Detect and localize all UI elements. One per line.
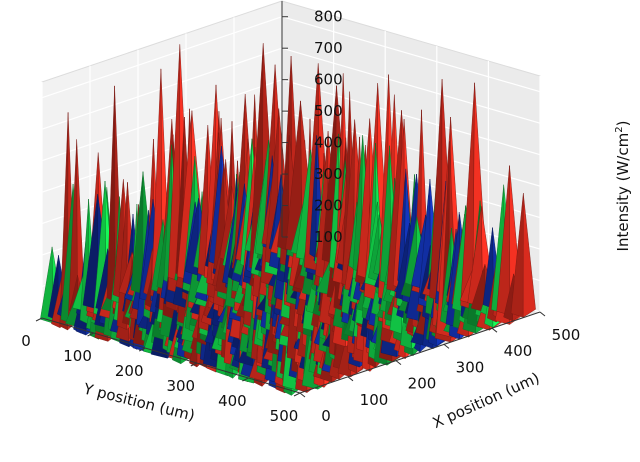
y-tick-400: [242, 377, 249, 382]
z-tick-label-600: 600: [314, 71, 343, 89]
y-tick-label-0: 0: [21, 332, 31, 350]
x-tick-100: [347, 376, 354, 382]
x-tick-label-0: 0: [321, 407, 331, 425]
z-tick-label-200: 200: [314, 197, 343, 215]
z-grid-right-400: [281, 142, 541, 219]
y-tick-0: [35, 317, 43, 322]
z-grid-right-700: [281, 47, 541, 124]
z-grid-left-700: [41, 47, 283, 130]
z-tick-label-300: 300: [314, 165, 343, 183]
y-tick-300: [190, 362, 198, 367]
x-tick-label-300: 300: [456, 358, 485, 376]
z-tick-label-800: 800: [314, 8, 343, 26]
x-tick-label-100: 100: [360, 391, 389, 409]
z-grid-right-500: [281, 110, 541, 187]
y-tick-label-200: 200: [115, 362, 144, 380]
y-tick-200: [138, 347, 146, 352]
x-tick-500: [539, 311, 546, 317]
tick-labels: 0 100 200 300 400 500 0 100 200 300 400 500 100 200 30…: [21, 8, 580, 425]
y-tick-label-500: 500: [270, 407, 299, 425]
z-tick-label-700: 700: [314, 39, 343, 57]
y-tick-label-100: 100: [63, 347, 92, 365]
z-axis-label: Intensity (W/cm2): [614, 121, 632, 252]
x-tick-200: [395, 360, 402, 365]
z-tick-label-100: 100: [314, 228, 343, 246]
x-axis-line: [299, 311, 541, 394]
x-axis-label: X position (um): [430, 369, 542, 432]
y-tick-label-400: 400: [218, 392, 247, 410]
z-tick-label-500: 500: [314, 102, 343, 120]
x-tick-label-200: 200: [408, 375, 437, 393]
z-grid-right-800: [281, 16, 541, 93]
z-grid-right-600: [281, 79, 541, 156]
y-tick-100: [87, 332, 94, 337]
axis-lines: [41, 1, 541, 394]
y-axis-line: [41, 317, 301, 394]
x-tick-label-400: 400: [504, 342, 533, 360]
z-tick-label-400: 400: [314, 134, 343, 152]
surface-spikes: [40, 43, 536, 396]
spike-red-right-675: [522, 193, 536, 318]
y-tick-500: [293, 392, 301, 397]
x-tick-300: [443, 344, 450, 349]
x-tick-0: [299, 392, 306, 398]
y-tick-label-300: 300: [166, 377, 195, 395]
x-tick-400: [491, 327, 498, 333]
z-grid-left-800: [41, 16, 283, 99]
x-tick-label-500: 500: [552, 326, 581, 344]
